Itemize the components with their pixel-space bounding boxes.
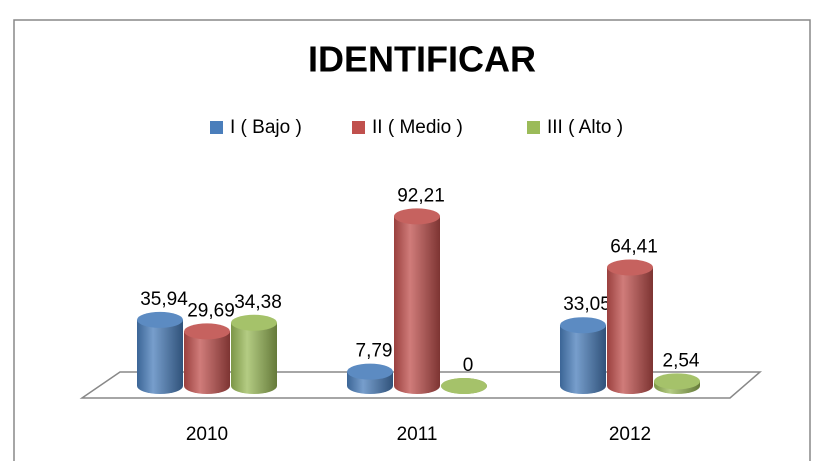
legend-swatch: [210, 121, 223, 134]
frame: [13, 19, 811, 461]
data-label: 0: [463, 355, 474, 376]
data-label: 33,05: [563, 294, 611, 315]
bar: [231, 314, 277, 394]
bar: [347, 363, 393, 394]
bar: [394, 208, 440, 394]
legend-label: I ( Bajo ): [230, 117, 302, 138]
chart-title: IDENTIFICAR: [308, 39, 536, 80]
x-tick-label: 2012: [609, 424, 651, 445]
data-label: 35,94: [140, 289, 188, 310]
legend-swatch: [527, 121, 540, 134]
data-label: 2,54: [663, 350, 700, 371]
data-label: 92,21: [397, 185, 445, 206]
x-tick-label: 2011: [397, 424, 438, 445]
bar: [560, 317, 606, 394]
bar: [441, 378, 487, 394]
data-label: 29,69: [187, 300, 235, 321]
bar: [137, 311, 183, 394]
legend-label: III ( Alto ): [547, 117, 623, 138]
legend-swatch: [352, 121, 365, 134]
data-label: 7,79: [356, 341, 393, 362]
data-label: 64,41: [610, 237, 658, 258]
x-tick-label: 2010: [186, 424, 228, 445]
data-label: 34,38: [234, 292, 282, 313]
bar: [184, 323, 230, 394]
bar: [654, 373, 700, 394]
bar: [607, 259, 653, 394]
legend-label: II ( Medio ): [372, 117, 463, 138]
